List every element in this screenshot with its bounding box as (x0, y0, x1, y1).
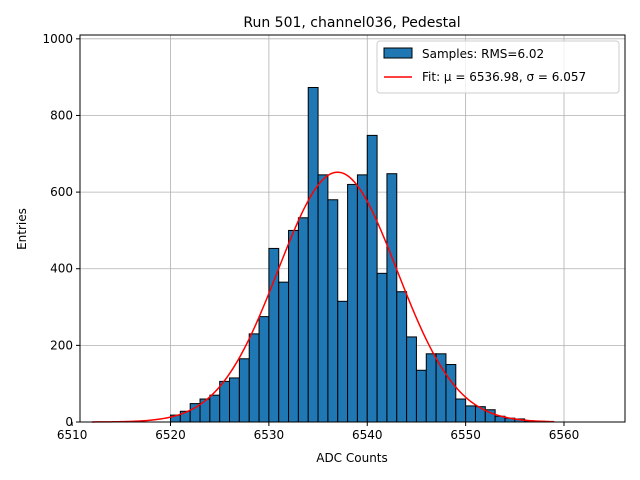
y-tick-label: 400 (50, 262, 73, 276)
x-tick-label: 6510 (57, 428, 88, 442)
histogram-bar (209, 394, 221, 423)
chart-title: Run 501, channel036, Pedestal (243, 15, 460, 31)
fit-curve-group (91, 171, 555, 423)
y-tick-label: 200 (50, 338, 73, 352)
x-tick-label: 6520 (155, 428, 186, 442)
x-tick-label: 6540 (352, 428, 383, 442)
histogram-bar (229, 377, 240, 423)
fit-curve (91, 171, 555, 423)
x-axis-ticks: 6510 6520 6530 6540 6550 6560 (57, 422, 579, 442)
histogram-bar (425, 353, 437, 423)
histogram-bar (366, 134, 378, 423)
legend-swatch-samples (383, 47, 413, 59)
histogram-bar (219, 380, 231, 423)
histogram-bar (455, 398, 467, 423)
histogram-bar (406, 336, 417, 423)
plot-frame (79, 34, 626, 423)
histogram-bar (258, 316, 270, 423)
y-tick-label: 1000 (42, 32, 73, 46)
x-tick-label: 6560 (549, 428, 580, 442)
histogram-bar (248, 333, 260, 423)
legend-label-fit: Fit: μ = 6536.98, σ = 6.057 (422, 70, 586, 84)
histogram-bar (288, 229, 299, 423)
histogram-bar (376, 272, 388, 423)
histogram-bar (465, 405, 476, 423)
histogram-bar (307, 86, 319, 423)
histogram-bar (199, 398, 211, 423)
histogram-bar (435, 353, 447, 423)
histogram-bar (238, 358, 250, 423)
histogram-bar (396, 291, 408, 423)
histogram-bar (327, 199, 339, 423)
histogram-bar (386, 173, 398, 423)
x-tick-label: 6530 (254, 428, 285, 442)
histogram-bar (337, 300, 349, 423)
legend-box (376, 40, 620, 94)
y-axis-ticks: 0 200 400 600 800 1000 (42, 32, 80, 429)
y-tick-label: 600 (50, 185, 73, 199)
histogram-bar (356, 174, 368, 423)
legend: Samples: RMS=6.02 Fit: μ = 6536.98, σ = … (376, 40, 620, 94)
y-axis-label: Entries (15, 208, 29, 250)
histogram-bar (415, 369, 427, 423)
y-tick-label: 800 (50, 108, 73, 122)
x-axis-label: ADC Counts (316, 451, 388, 465)
y-tick-label: 0 (65, 415, 73, 429)
legend-label-samples: Samples: RMS=6.02 (422, 47, 544, 61)
histogram-bar (278, 281, 290, 423)
histogram-bar (347, 183, 358, 423)
histogram-bar (445, 364, 457, 423)
histogram-bar (268, 247, 280, 423)
x-tick-label: 6550 (450, 428, 481, 442)
histogram-bar (297, 217, 309, 423)
histogram-bar (317, 174, 329, 423)
